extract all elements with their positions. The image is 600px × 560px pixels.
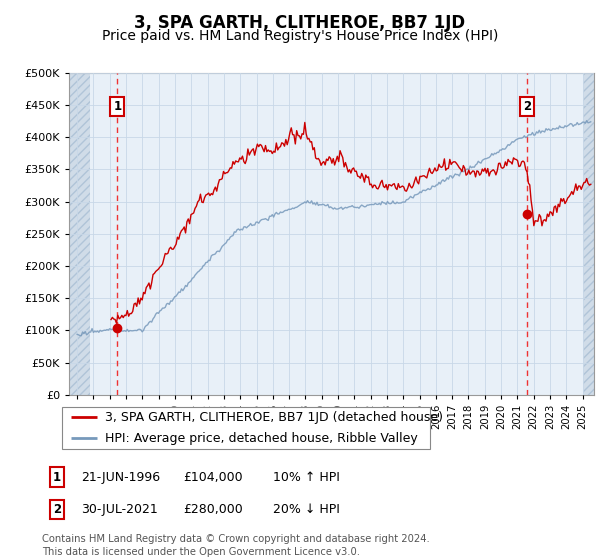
Bar [69,73,90,395]
Text: 3, SPA GARTH, CLITHEROE, BB7 1JD (detached house): 3, SPA GARTH, CLITHEROE, BB7 1JD (detach… [104,411,443,424]
Text: 1: 1 [113,100,121,113]
Text: 1: 1 [53,470,61,484]
Text: 10% ↑ HPI: 10% ↑ HPI [273,470,340,484]
Text: 2: 2 [523,100,531,113]
Text: 21-JUN-1996: 21-JUN-1996 [81,470,160,484]
Text: Price paid vs. HM Land Registry's House Price Index (HPI): Price paid vs. HM Land Registry's House … [102,29,498,43]
FancyBboxPatch shape [62,407,430,449]
Text: HPI: Average price, detached house, Ribble Valley: HPI: Average price, detached house, Ribb… [104,432,418,445]
Text: 2: 2 [53,503,61,516]
Text: £280,000: £280,000 [183,503,243,516]
Text: 3, SPA GARTH, CLITHEROE, BB7 1JD: 3, SPA GARTH, CLITHEROE, BB7 1JD [134,14,466,32]
Text: 30-JUL-2021: 30-JUL-2021 [81,503,158,516]
Text: £104,000: £104,000 [183,470,242,484]
Text: 20% ↓ HPI: 20% ↓ HPI [273,503,340,516]
Bar [583,73,594,395]
Text: Contains HM Land Registry data © Crown copyright and database right 2024.
This d: Contains HM Land Registry data © Crown c… [42,534,430,557]
